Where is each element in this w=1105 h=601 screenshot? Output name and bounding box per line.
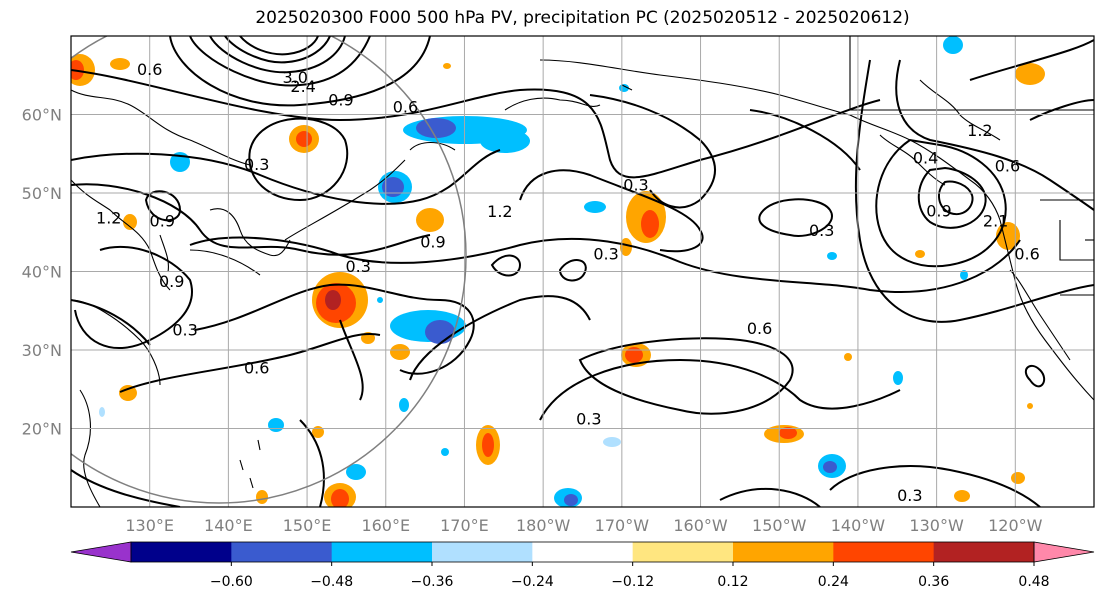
contour-value-label: 0.9: [328, 91, 353, 110]
colorbar-segment: [733, 542, 834, 562]
colorbar-segment: [532, 542, 634, 562]
contour-value-label: 1.2: [967, 121, 992, 140]
colorbar-extend-min: [70, 541, 132, 563]
range-circle: [71, 36, 467, 504]
colorbar-extend-max: [1033, 541, 1095, 563]
lat-tick-label: 60°N: [22, 106, 62, 125]
contour-value-label: 0.9: [159, 272, 184, 291]
colorbar-segment: [231, 542, 333, 562]
colorbar-tick-label: −0.60: [210, 574, 253, 590]
colorbar-segment: [331, 542, 433, 562]
colorbar-tick-label: 0.12: [717, 574, 748, 590]
colorbar-tick-label: 0.48: [1018, 574, 1049, 590]
colorbar-tick-label: −0.48: [310, 574, 353, 590]
lon-tick-label: 180°W: [516, 516, 571, 535]
contour-value-label: 0.3: [244, 155, 269, 174]
colorbar-segment: [632, 542, 734, 562]
lon-tick-label: 170°W: [595, 516, 650, 535]
lon-tick-label: 150°W: [752, 516, 807, 535]
colorbar-tick-label: 0.24: [818, 574, 849, 590]
lon-tick-label: 120°W: [988, 516, 1043, 535]
contour-value-label: 0.6: [995, 157, 1020, 176]
contour-value-label: 0.3: [576, 409, 601, 428]
colorbar-tick-label: −0.36: [411, 574, 454, 590]
colorbar-tick-label: −0.24: [511, 574, 554, 590]
contour-value-label: 0.6: [244, 358, 269, 377]
map-plot-area: 0.6 3.02.4 0.9 0.6 0.3 1.2 0.9 1.2 0.3 0.9 0.3 0.3 0…: [71, 36, 1094, 507]
contour-value-label: 0.9: [420, 233, 445, 252]
contour-value-label: 0.3: [346, 257, 371, 276]
contour-value-label: 0.3: [593, 244, 618, 263]
contour-value-label: 0.3: [897, 486, 922, 505]
precip-positive-blobs: [71, 54, 1045, 507]
lon-tick-label: 140°E: [204, 516, 253, 535]
contour-value-label: 0.9: [926, 201, 951, 220]
chart-title: 2025020300 F000 500 hPa PV, precipitatio…: [255, 8, 910, 28]
colorbar-segment: [833, 542, 935, 562]
lon-tick-label: 150°E: [283, 516, 332, 535]
lat-lon-grid: [71, 36, 1094, 507]
contour-value-label: 0.3: [809, 221, 834, 240]
lon-tick-label: 160°E: [361, 516, 410, 535]
contour-value-label: 1.2: [96, 208, 121, 227]
lon-tick-label: 140°W: [831, 516, 886, 535]
lon-tick-label: 130°W: [909, 516, 964, 535]
lat-tick-label: 30°N: [22, 341, 62, 360]
colorbar-tick-label: −0.12: [611, 574, 654, 590]
longitude-axis: 130°E 140°E 150°E 160°E 170°E 180°W 170°W 160°W…: [125, 516, 1042, 535]
contour-value-label: 0.9: [150, 211, 175, 230]
colorbar-segment: [131, 542, 232, 562]
colorbar-outline: [130, 541, 1035, 563]
contour-value-label: 0.6: [137, 60, 162, 79]
map-frame: [70, 35, 1095, 508]
lat-tick-label: 40°N: [22, 263, 62, 282]
lon-tick-label: 130°E: [125, 516, 174, 535]
lon-tick-label: 160°W: [673, 516, 728, 535]
contour-value-label: 0.4: [913, 149, 938, 168]
contour-value-label: 2.1: [983, 211, 1008, 230]
colorbar: −0.60 −0.48 −0.36 −0.24 −0.12 0.12 0.24 0.36 0.4…: [70, 541, 1095, 590]
contour-value-label: 0.3: [172, 321, 197, 340]
contour-value-label: 0.6: [747, 319, 772, 338]
lon-tick-label: 170°E: [440, 516, 489, 535]
contour-label-layer: 0.6 3.02.4 0.9 0.6 0.3 1.2 0.9 1.2 0.3 0.9 0.3 0.3 0…: [96, 60, 1040, 505]
colorbar-segment: [432, 542, 533, 562]
contour-value-label: 2.4: [290, 77, 315, 96]
contour-value-label: 0.6: [393, 98, 418, 117]
contour-value-label: 3.0: [283, 68, 308, 87]
contour-value-label: 1.2: [487, 202, 512, 221]
colorbar-tick-label: 0.36: [918, 574, 949, 590]
colorbar-segment: [933, 542, 1035, 562]
contour-value-label: 0.6: [1014, 244, 1039, 263]
lat-tick-label: 50°N: [22, 184, 62, 203]
contour-value-label: 0.3: [623, 175, 648, 194]
lat-tick-label: 20°N: [22, 420, 62, 439]
latitude-axis: 60°N 50°N 40°N 30°N 20°N: [22, 106, 62, 439]
